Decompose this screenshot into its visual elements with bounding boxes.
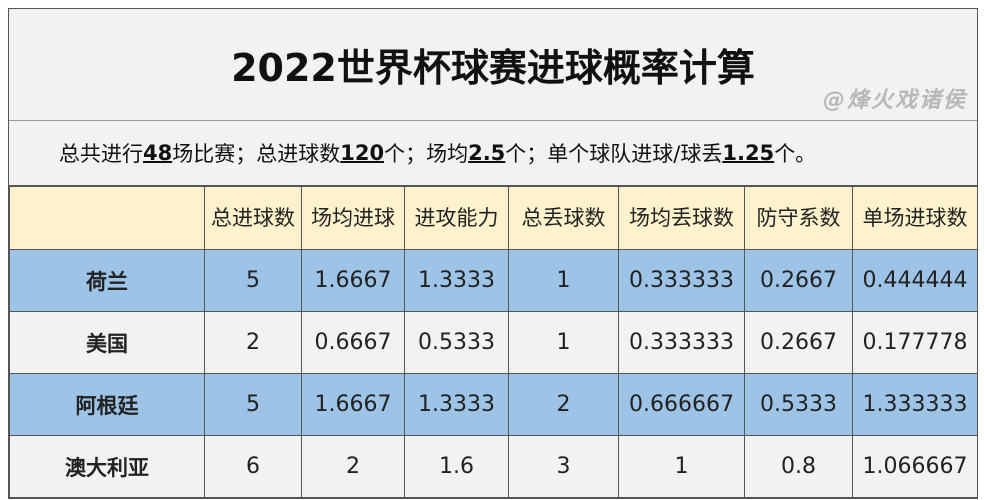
table-cell: 6 [204,435,302,498]
table-cell: 2 [508,373,619,436]
table-row: 澳大利亚 6 2 1.6 3 1 0.8 1.066667 [9,435,978,498]
avg-goals: 2.5 [468,141,506,165]
table-cell: 1.6 [404,435,509,498]
team-name: 澳大利亚 [9,435,205,498]
team-avg-goals: 1.25 [722,141,775,165]
table-cell: 0.6667 [301,311,405,374]
table-cell: 1.6667 [301,249,405,312]
table-cell: 1.333333 [852,373,978,436]
column-header: 单场进球数 [852,186,978,250]
column-header: 进攻能力 [404,186,509,250]
column-header: 场均进球 [301,186,405,250]
page-title: 2022世界杯球赛进球概率计算 [231,46,755,90]
column-header: 总进球数 [204,186,302,250]
summary-text: 个；场均 [384,142,469,166]
table-row: 美国 2 0.6667 0.5333 1 0.333333 0.2667 0.177778 [9,311,978,374]
table-cell: 1.6667 [301,373,405,436]
table-cell: 0.177778 [852,311,978,374]
column-header: 防守系数 [744,186,853,250]
total-goals: 120 [340,141,385,165]
table-cell: 3 [508,435,619,498]
table-cell: 1.3333 [404,249,509,312]
table-cell: 0.444444 [852,249,978,312]
table-cell: 1 [618,435,745,498]
table-cell: 0.333333 [618,249,745,312]
summary-text: 个。 [774,142,817,166]
summary-text: 场比赛；总进球数 [172,142,341,166]
team-name: 荷兰 [9,249,205,312]
column-header: 场均丢球数 [618,186,745,250]
summary-text: 个；单个球队进球/球丢 [505,142,723,166]
table-cell: 0.5333 [404,311,509,374]
table-cell: 0.8 [744,435,853,498]
table-cell: 1 [508,311,619,374]
table-cell: 5 [204,373,302,436]
table-cell: 0.2667 [744,249,853,312]
column-header: 总丢球数 [508,186,619,250]
watermark: @烽火戏诸侯 [822,88,967,113]
table-row: 荷兰 5 1.6667 1.3333 1 0.333333 0.2667 0.444444 [9,249,978,312]
table-cell: 5 [204,249,302,312]
team-name: 阿根廷 [9,373,205,436]
table-cell: 2 [301,435,405,498]
title-bar: 2022世界杯球赛进球概率计算 @烽火戏诸侯 [9,9,977,121]
probability-sheet: 2022世界杯球赛进球概率计算 @烽火戏诸侯 总共进行 48 场比赛；总进球数 120… [8,8,978,499]
stats-table: 总进球数 场均进球 进攻能力 总丢球数 场均丢球数 防守系数 单场进球数 荷兰 5 1.6667 1… [9,186,978,498]
table-cell: 1 [508,249,619,312]
table-cell: 2 [204,311,302,374]
column-header [9,186,205,250]
table-row: 阿根廷 5 1.6667 1.3333 2 0.666667 0.5333 1.333333 [9,373,978,436]
table-cell: 1.066667 [852,435,978,498]
total-matches: 48 [143,141,173,165]
team-name: 美国 [9,311,205,374]
summary-line: 总共进行 48 场比赛；总进球数 120 个；场均 2.5 个；单个球队进球/球丢 1.25 个… [9,121,977,186]
header-row: 总进球数 场均进球 进攻能力 总丢球数 场均丢球数 防守系数 单场进球数 [9,186,978,250]
table-cell: 0.5333 [744,373,853,436]
table-cell: 0.666667 [618,373,745,436]
summary-text: 总共进行 [59,142,143,166]
table-cell: 0.2667 [744,311,853,374]
table-cell: 0.333333 [618,311,745,374]
table-cell: 1.3333 [404,373,509,436]
